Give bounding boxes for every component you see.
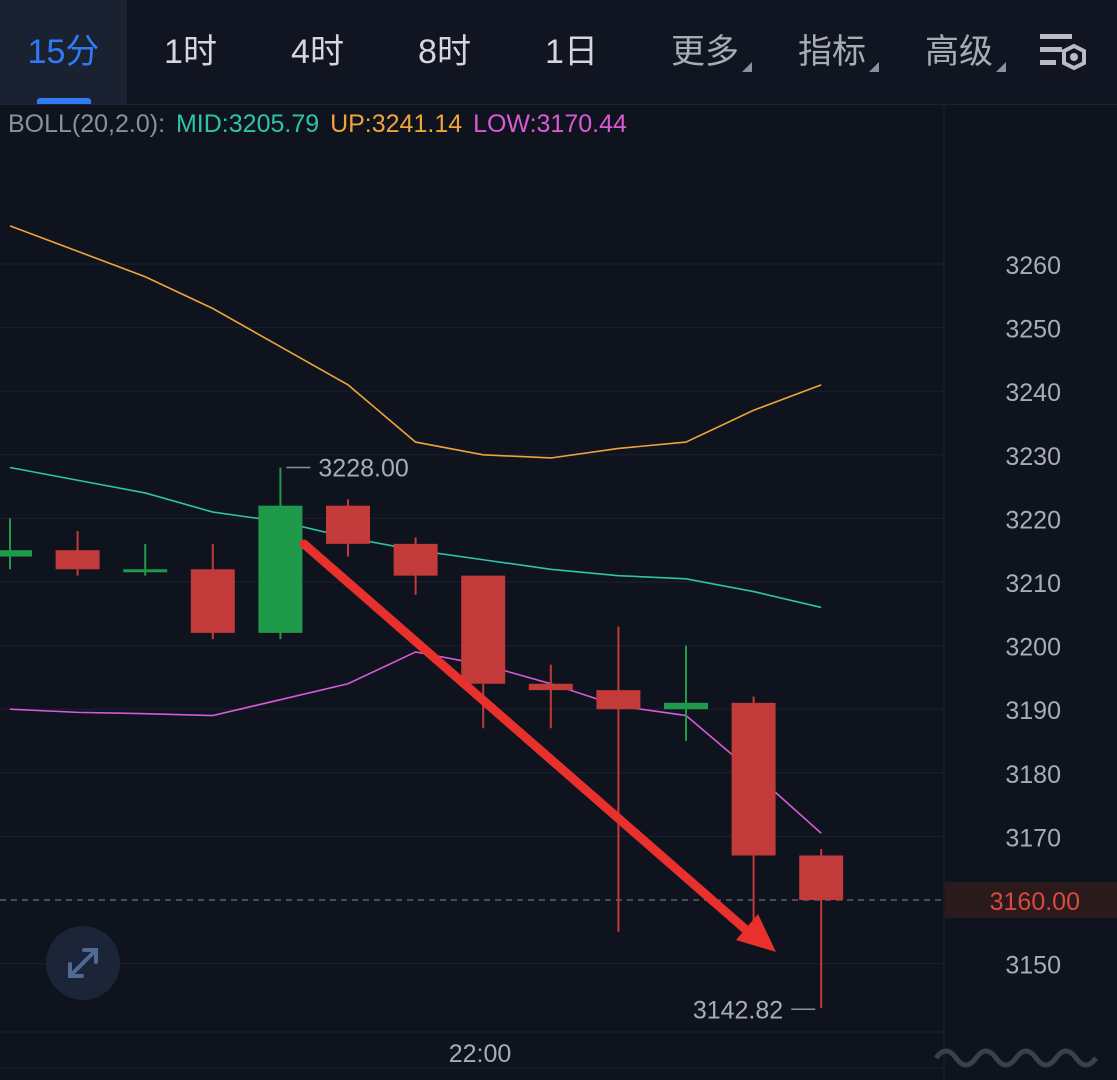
trend-arrow-shaft [299,539,757,940]
chart-settings-icon[interactable] [1036,30,1092,76]
candle-body [731,702,776,856]
dropdown-triangle-icon [742,62,752,72]
boll-name: BOLL(20,2.0): [8,110,166,138]
tab-label: 1时 [164,33,217,71]
boll-indicator-legend: BOLL(20,2.0): MID:3205.79 UP:3241.14 LOW… [8,110,631,139]
candle-body [55,550,100,570]
tab-4h[interactable]: 4时 [254,0,381,104]
tab-more[interactable]: 更多 [660,0,752,104]
candle [123,543,168,576]
candle-body [596,690,641,710]
y-tick-label: 3180 [1005,761,1061,789]
y-tick-label: 3260 [1005,252,1061,280]
watermark-logo [933,1048,1099,1068]
trend-arrow-head [736,914,776,952]
boll-mid-value: MID:3205.79 [175,110,320,138]
dropdown-triangle-icon [996,62,1006,72]
tab-label: 高级 [925,33,993,71]
candle [664,645,708,741]
tab-label: 15分 [27,33,100,71]
y-tick-label: 3200 [1005,634,1061,662]
trend-arrow [299,539,776,952]
tab-15min[interactable]: 15分 [0,0,127,104]
current-price-badge [945,882,1117,918]
y-tick-label: 3250 [1005,316,1061,344]
y-tick-label: 3240 [1005,379,1061,407]
boll-low-line [9,651,822,834]
candle [190,543,235,640]
candles [0,467,844,1009]
tab-1h[interactable]: 1时 [127,0,254,104]
y-tick-label: 3150 [1005,952,1061,980]
y-tick-label: 3190 [1005,697,1061,725]
tab-label: 更多 [671,33,739,71]
tab-label: 4时 [291,33,344,71]
high-price-label: 3228.00 [318,455,408,483]
tab-label: 8时 [418,33,471,71]
candle-body [664,702,708,710]
candle [731,696,776,926]
low-price-label: 3142.82 [693,996,783,1024]
candlestick-chart[interactable]: 3260 3250 3240 3230 3220 3210 3200 3190 3180 3170… [0,104,1117,1080]
candle [799,849,844,1009]
x-tick-label: 22:00 [449,1040,512,1068]
y-tick-label: 3220 [1005,506,1061,534]
candle [461,575,506,729]
dropdown-triangle-icon [869,62,879,72]
active-tab-indicator [37,98,91,104]
y-tick-label: 3230 [1005,443,1061,471]
candle-body [461,575,506,684]
candle-body [528,683,573,691]
expand-chart-button[interactable] [46,926,120,1000]
grid-lines [0,104,945,1080]
candle [0,518,32,570]
tab-1d[interactable]: 1日 [508,0,635,104]
tab-indicators[interactable]: 指标 [787,0,879,104]
tab-label: 指标 [798,33,866,71]
candle [596,626,641,932]
candle-body [123,569,168,573]
boll-up-line [9,225,822,459]
tab-label: 1日 [545,33,598,71]
candle [55,531,100,576]
candle [326,499,370,557]
candle [528,664,573,729]
timeframe-tabs: 15分 1时 4时 8时 1日 更多 指标 高级 [0,0,1117,105]
current-price-label: 3160.00 [990,888,1080,916]
y-tick-label: 3170 [1005,824,1061,852]
candle-body [799,855,844,900]
candle [393,537,438,595]
tab-advanced[interactable]: 高级 [914,0,1006,104]
y-tick-label: 3210 [1005,570,1061,598]
candle [258,467,303,640]
expand-arrows-icon [68,948,98,978]
candle-body [0,550,32,557]
candle-body [258,505,303,633]
candle-body [190,569,235,633]
candle-body [393,543,438,576]
candle-body [326,505,370,544]
boll-up-value: UP:3241.14 [330,110,463,138]
tab-8h[interactable]: 8时 [381,0,508,104]
boll-low-value: LOW:3170.44 [473,110,627,138]
